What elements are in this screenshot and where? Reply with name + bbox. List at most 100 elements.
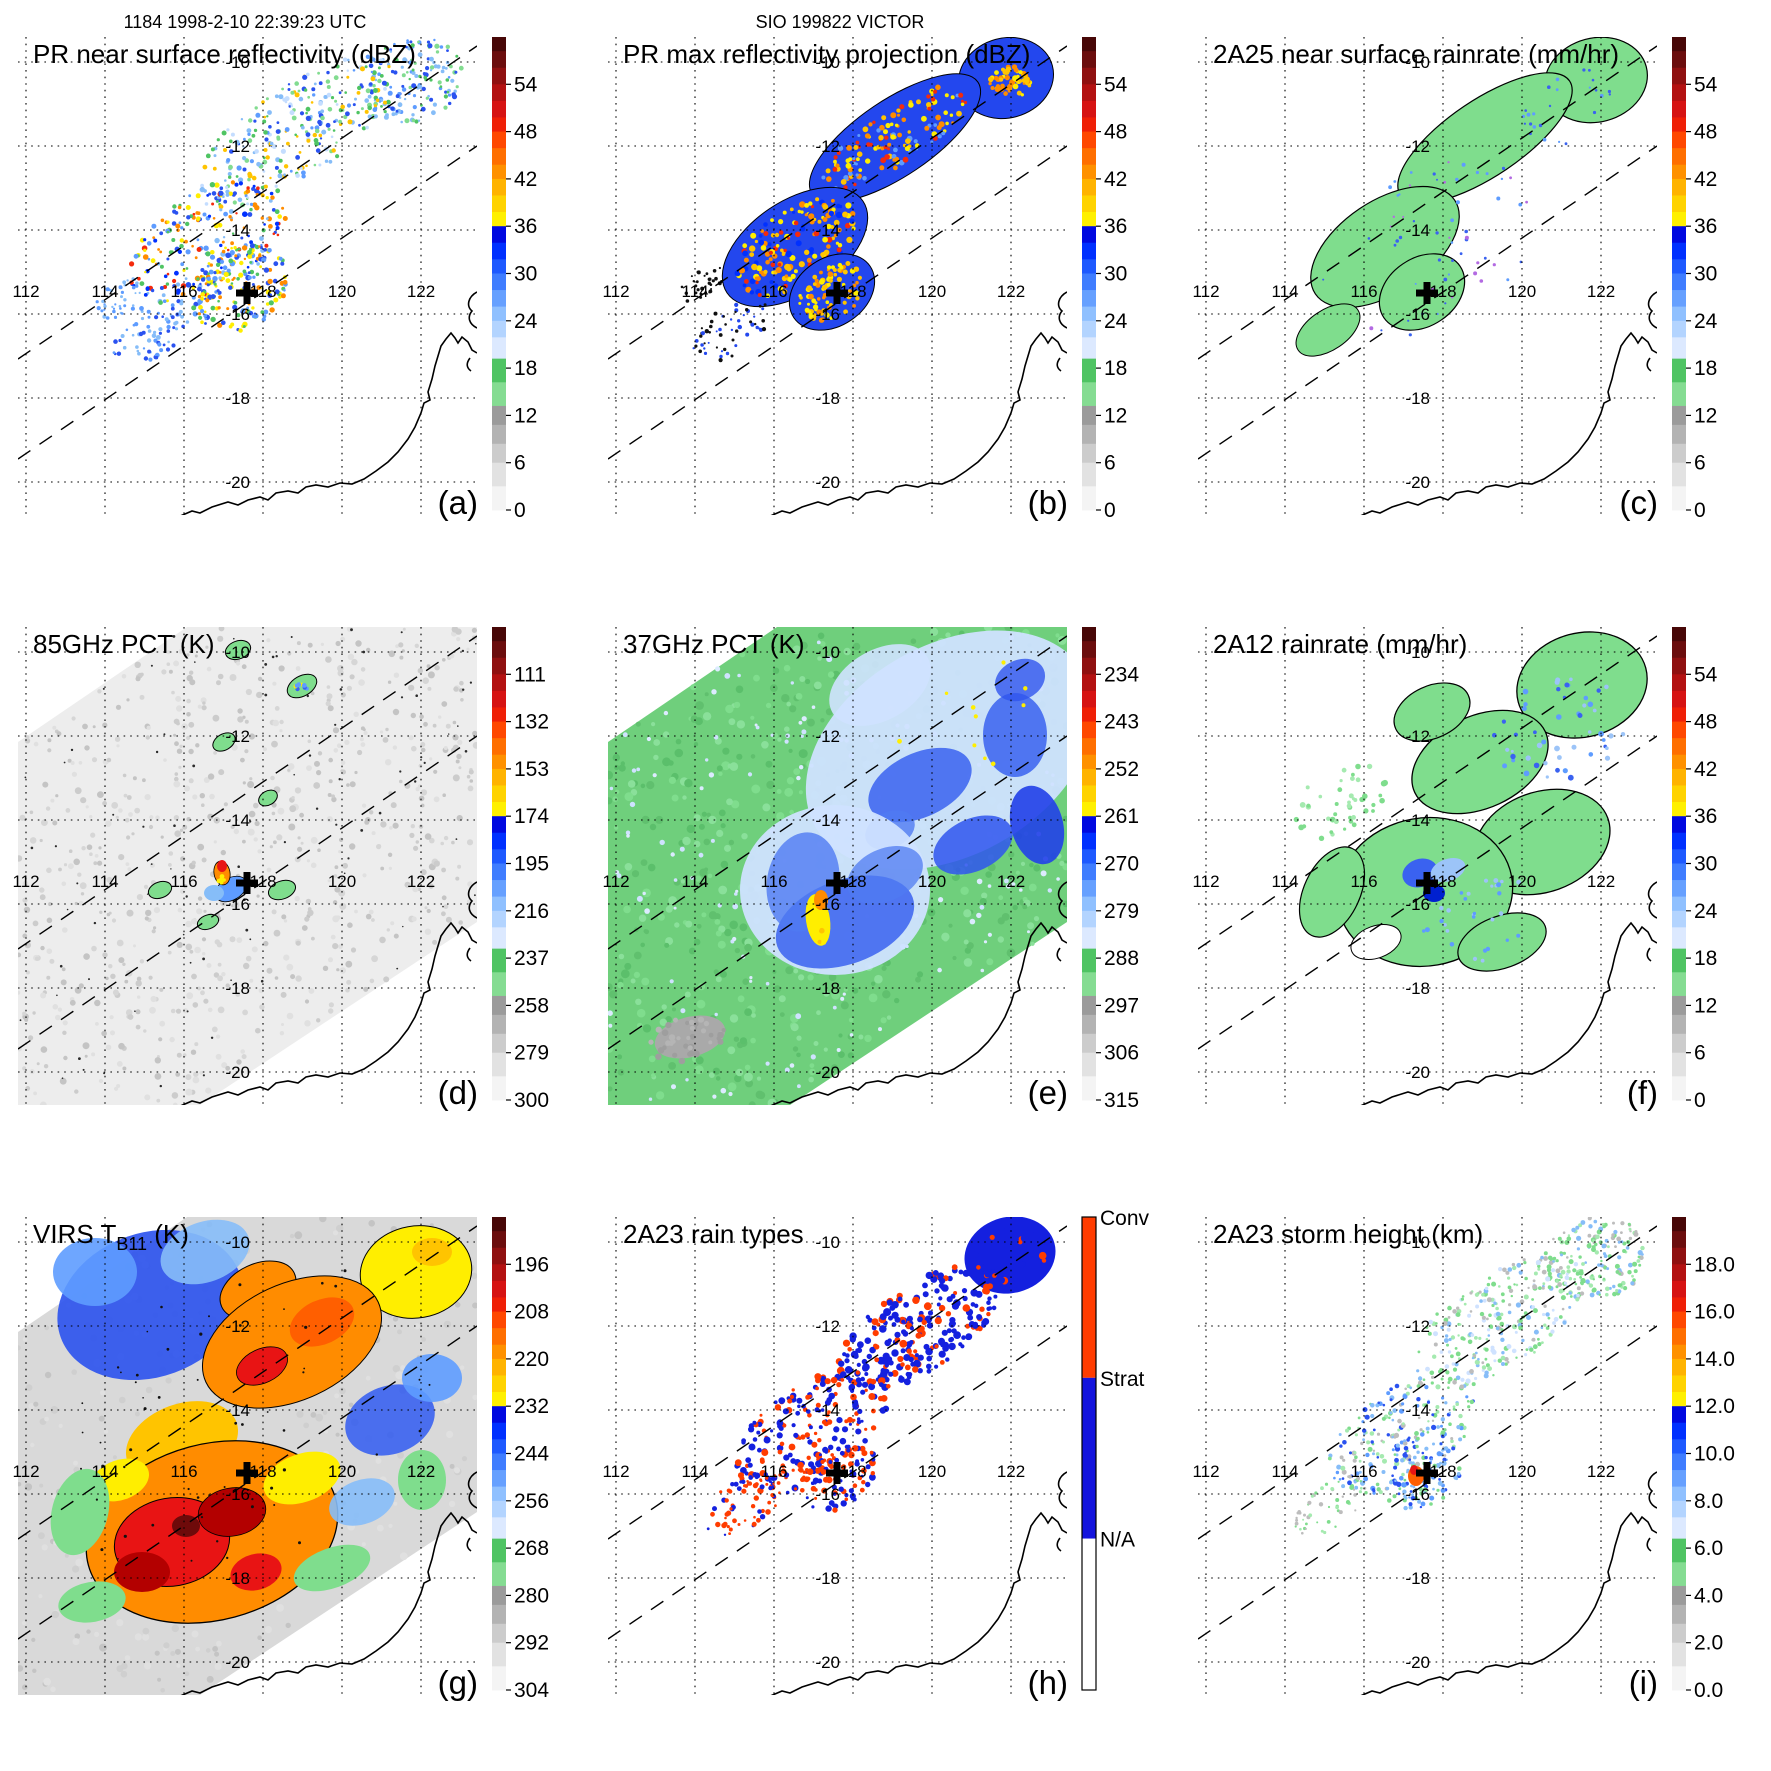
panel-a: 112 114 116 118 120 122 -10 -12 -14 -16 -18 -20 PR n…: [0, 0, 591, 591]
lat-tick-label: -12: [1405, 727, 1430, 746]
lon-tick-label: 120: [1508, 1462, 1536, 1481]
lat-tick-label: -20: [1405, 473, 1430, 492]
lon-tick-label: 116: [760, 872, 787, 891]
lat-tick-label: -20: [815, 473, 840, 492]
lon-tick-label: 112: [12, 282, 39, 301]
lat-tick-label: -10: [1405, 53, 1430, 72]
lat-tick-label: -14: [1405, 221, 1430, 240]
colorbar-tick-label: 261: [1104, 805, 1139, 828]
panel-h: 112 114 116 118 120 122 -10 -12 -14 -16 -18 -20 2A23…: [590, 1180, 1181, 1771]
colorbar-tick-label: 30: [1104, 263, 1127, 286]
lon-tick-label: 120: [328, 1462, 356, 1481]
lon-tick-label: 116: [760, 1462, 787, 1481]
lat-tick-label: -16: [225, 305, 250, 324]
lat-tick-label: -20: [225, 473, 250, 492]
lon-tick-label: 120: [328, 282, 356, 301]
lat-tick-label: -20: [225, 1063, 250, 1082]
lat-tick-label: -18: [225, 1569, 250, 1588]
colorbar-tick-label: 36: [1694, 805, 1717, 828]
panel-i-letter: (i): [1629, 1664, 1658, 1701]
panel-e-data: [608, 627, 1067, 1105]
lat-tick-label: -20: [1405, 1653, 1430, 1672]
lat-tick-label: -16: [225, 1485, 250, 1504]
grid-lines: [608, 1217, 1067, 1695]
lat-tick-label: -12: [225, 1317, 250, 1336]
panel-f-letter: (f): [1627, 1074, 1658, 1111]
colorbar-tick-label: 14.0: [1694, 1348, 1735, 1371]
colorbar-tick-label: 54: [1104, 73, 1128, 96]
grid-lines: [608, 37, 1067, 515]
rain-type-label: Strat: [1100, 1368, 1145, 1391]
panel-d-title: 85GHz PCT (K): [33, 629, 215, 659]
panel-c-title: 2A25 near surface rainrate (mm/hr): [1213, 39, 1619, 69]
panel-c-map: 112 114 116 118 120 122-10-12-14-16-18-202A25…: [1192, 37, 1718, 522]
grid-lines: [1198, 37, 1657, 515]
lon-tick-label: 114: [1271, 1462, 1298, 1481]
panel-b: 112 114 116 118 120 122 -10 -12 -14 -16 -18 -20 PR m…: [590, 0, 1181, 591]
panel-h-colorbar: Conv Strat N/A: [1081, 1207, 1150, 1691]
colorbar-tick-label: 12: [514, 404, 537, 427]
lat-tick-label: -10: [815, 1233, 840, 1252]
lon-tick-label: 112: [602, 1462, 629, 1481]
lat-tick-label: -10: [1405, 1233, 1430, 1252]
panel-i-title: 2A23 storm height (km): [1213, 1219, 1483, 1249]
lat-tick-label: -14: [815, 1401, 840, 1420]
coastline: [1360, 1471, 1657, 1695]
panel-f-title: 2A12 rainrate (mm/hr): [1213, 629, 1467, 659]
lat-tick-label: -14: [1405, 811, 1430, 830]
pr-swath-edges: [608, 635, 1067, 1050]
colorbar-tick-label: 2.0: [1694, 1632, 1723, 1655]
colorbar-tick-label: 208: [514, 1301, 549, 1324]
colorbar-tick-label: 16.0: [1694, 1301, 1735, 1324]
colorbar-tick-label: 292: [514, 1632, 549, 1655]
colorbar-tick-label: 30: [514, 263, 537, 286]
colorbar-tick-label: 42: [1694, 758, 1717, 781]
panel-e-map: 112 114 116 118 120 122-10-12-14-16-18-2037GH…: [602, 627, 1139, 1112]
lat-tick-label: -14: [225, 811, 250, 830]
lon-tick-label: 114: [681, 872, 708, 891]
colorbar-tick-label: 6: [1694, 452, 1706, 475]
lat-tick-label: -12: [225, 727, 250, 746]
colorbar-tick-label: 8.0: [1694, 1490, 1723, 1513]
lon-tick-label: 116: [170, 1462, 197, 1481]
panel-e-letter: (e): [1028, 1074, 1068, 1111]
lon-tick-label: 114: [91, 872, 118, 891]
lat-tick-label: -14: [815, 811, 840, 830]
colorbar-tick-label: 279: [514, 1042, 549, 1065]
storm-center-marker: [236, 282, 258, 304]
lon-tick-label: 120: [1508, 872, 1536, 891]
lon-tick-label: 116: [760, 282, 787, 301]
colorbar-tick-label: 234: [1104, 663, 1139, 686]
colorbar-tick-label: 0: [514, 499, 526, 522]
panel-d-data: [18, 627, 477, 1105]
colorbar-tick-label: 54: [1694, 663, 1718, 686]
lat-tick-label: -18: [1405, 979, 1430, 998]
lat-tick-label: -12: [225, 137, 250, 156]
colorbar-tick-label: 48: [1694, 121, 1717, 144]
lon-tick-label: 120: [1508, 282, 1536, 301]
colorbar-tick-label: 268: [514, 1537, 549, 1560]
lat-tick-label: -12: [815, 1317, 840, 1336]
colorbar-tick-label: 30: [1694, 263, 1717, 286]
panel-e-title: 37GHz PCT (K): [623, 629, 805, 659]
axis-labels: 112 114 116 118 120 122-10-12-14-16-18-20: [602, 1233, 1025, 1672]
colorbar-tick-label: 132: [514, 711, 549, 734]
lon-tick-label: 122: [407, 1462, 435, 1481]
colorbar-tick-label: 18: [514, 357, 537, 380]
lat-tick-label: -12: [815, 727, 840, 746]
colorbar-tick-label: 18.0: [1694, 1253, 1735, 1276]
grid-lines: [18, 37, 477, 515]
colorbar-tick-label: 18: [1694, 947, 1717, 970]
colorbar-tick-label: 258: [514, 994, 549, 1017]
grid-lines: [18, 1217, 477, 1695]
colorbar-tick-label: 280: [514, 1584, 549, 1607]
colorbar-tick-label: 12: [1694, 404, 1717, 427]
panel-g-title: VIRS TB11 (K): [33, 1219, 189, 1254]
lon-tick-label: 116: [170, 872, 197, 891]
colorbar-tick-label: 30: [1694, 853, 1717, 876]
panel-i-colorbar: 18.0 16.0 14.0 12.0 10.0 8.0 6.0 4.0 2.0 0.0: [1672, 1217, 1735, 1702]
coastline: [1360, 881, 1657, 1105]
colorbar-tick-label: 153: [514, 758, 549, 781]
colorbar-tick-label: 42: [1104, 168, 1127, 191]
